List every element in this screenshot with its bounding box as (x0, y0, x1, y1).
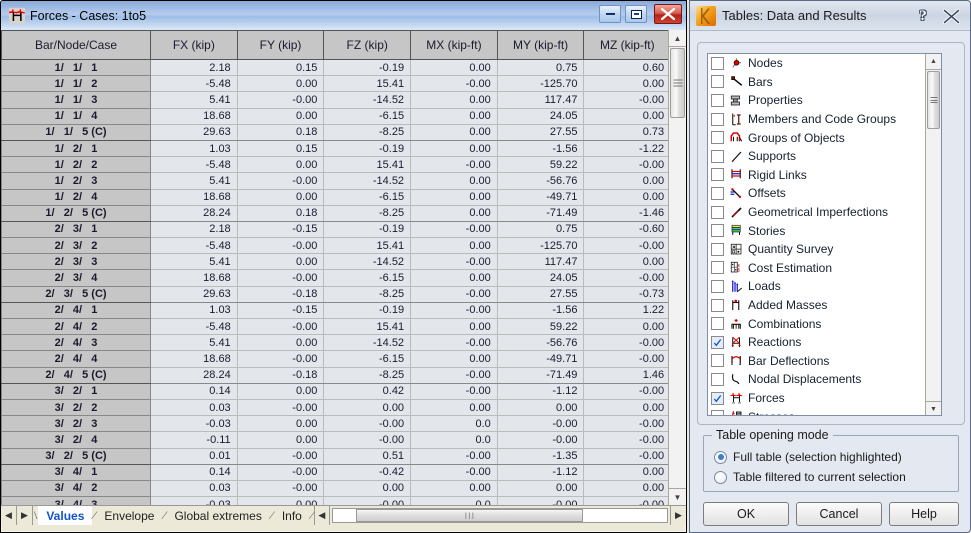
svg-text:$: $ (737, 268, 740, 273)
